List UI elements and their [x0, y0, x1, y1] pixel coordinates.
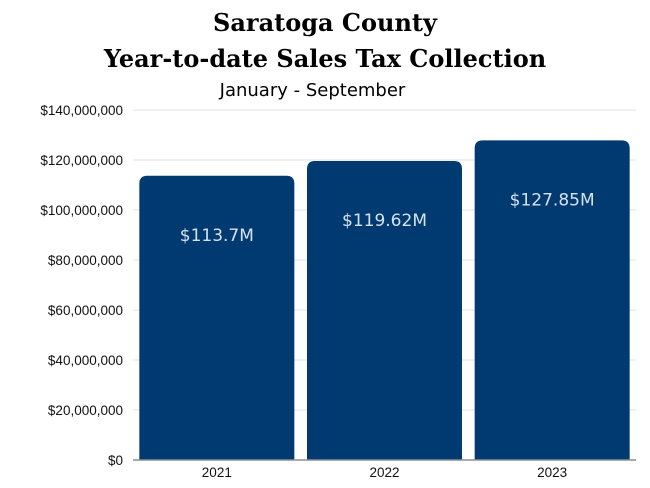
x-tick-label-2021: 2021: [202, 465, 232, 480]
x-tick-label-2022: 2022: [369, 465, 399, 480]
bar-2021: [139, 175, 295, 460]
chart-subtitle: January - September: [219, 80, 406, 101]
y-tick-label: $80,000,000: [48, 253, 123, 268]
y-tick-label: $40,000,000: [48, 353, 123, 368]
x-tick-label-2023: 2023: [537, 465, 567, 480]
bar-2022: [307, 160, 462, 460]
y-tick-label: $140,000,000: [40, 103, 123, 118]
data-label-2023: $127.85M: [510, 190, 595, 210]
y-tick-label: $120,000,000: [40, 153, 123, 168]
y-tick-label: $100,000,000: [40, 203, 123, 218]
y-tick-label: $60,000,000: [48, 303, 123, 318]
y-tick-label: $0: [108, 453, 123, 468]
chart-title-line-1: Saratoga County: [213, 8, 437, 37]
chart-title-line-2: Year-to-date Sales Tax Collection: [103, 44, 547, 73]
bar-2023: [474, 140, 630, 460]
data-label-2021: $113.7M: [180, 226, 254, 246]
y-tick-label: $20,000,000: [48, 403, 123, 418]
data-label-2022: $119.62M: [342, 211, 427, 231]
